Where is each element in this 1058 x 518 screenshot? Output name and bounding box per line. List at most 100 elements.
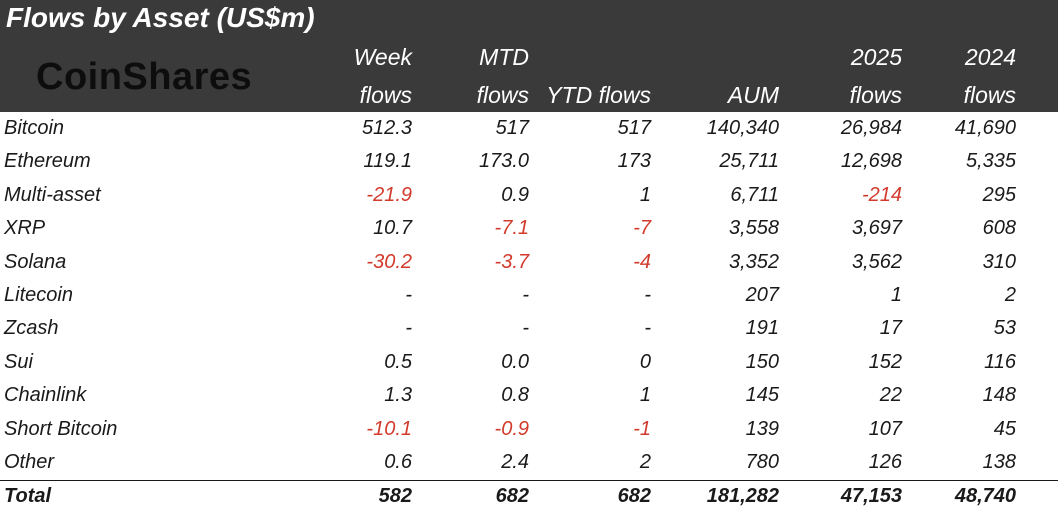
2025-flows-cell: 126 — [868, 451, 902, 473]
2025-flows-cell: 3,562 — [851, 250, 902, 273]
week-flows-cell: - — [405, 317, 412, 340]
header-week-line2: flows — [359, 82, 412, 108]
table-row: Litecoin - - - 207 1 2 — [0, 279, 1058, 312]
total-mtd-flows: 682 — [495, 485, 529, 507]
2025-flows-cell: 107 — [868, 417, 902, 440]
asset-name: Ethereum — [4, 150, 91, 173]
ytd-flows-cell: 1 — [639, 384, 651, 407]
2024-flows-cell: 295 — [982, 183, 1016, 206]
week-flows-cell: -30.2 — [366, 250, 412, 273]
total-divider — [0, 480, 1058, 481]
asset-name: Sui — [4, 350, 33, 373]
week-flows-cell: -10.1 — [366, 417, 412, 440]
mtd-flows-cell: 517 — [495, 117, 529, 139]
2024-flows-cell: 310 — [982, 250, 1016, 273]
ytd-flows-cell: - — [644, 284, 651, 306]
ytd-flows-cell: 517 — [617, 117, 651, 139]
2024-flows-cell: 2 — [1004, 284, 1016, 306]
ytd-flows-cell: -4 — [633, 250, 651, 273]
2025-flows-cell: 12,698 — [840, 150, 902, 173]
aum-cell: 145 — [745, 384, 779, 407]
aum-cell: 25,711 — [719, 150, 779, 173]
aum-cell: 3,558 — [728, 217, 779, 240]
2024-flows-cell: 116 — [984, 350, 1016, 373]
week-flows-cell: 10.7 — [373, 217, 412, 240]
ytd-flows-cell: 1 — [639, 183, 651, 206]
header-mtd-line1: MTD — [479, 44, 529, 70]
total-ytd-flows: 682 — [617, 485, 651, 507]
aum-cell: 140,340 — [706, 117, 779, 139]
header-aum-line2: AUM — [727, 82, 779, 108]
total-week-flows: 582 — [378, 485, 412, 507]
2025-flows-cell: 1 — [890, 284, 902, 306]
week-flows-cell: 512.3 — [361, 117, 412, 139]
header-mtd-line2: flows — [476, 82, 529, 108]
table-row: Ethereum 119.1 173.0 173 25,711 12,698 5,335 — [0, 145, 1058, 178]
2024-flows-cell: 41,690 — [954, 117, 1016, 139]
aum-cell: 150 — [745, 350, 779, 373]
week-flows-cell: 0.5 — [384, 350, 412, 373]
mtd-flows-cell: 0.9 — [501, 183, 529, 206]
aum-cell: 3,352 — [728, 250, 779, 273]
asset-name: Multi-asset — [4, 183, 101, 206]
header-2025-line1: 2025 — [850, 44, 902, 70]
week-flows-cell: 0.6 — [384, 451, 412, 473]
aum-cell: 6,711 — [730, 183, 779, 206]
mtd-flows-cell: 0.8 — [501, 384, 529, 407]
aum-cell: 191 — [745, 317, 779, 340]
asset-name: Zcash — [4, 317, 59, 340]
header-2024-line2: flows — [963, 82, 1016, 108]
table-header: Flows by Asset (US$m) CoinShares Week fl… — [0, 0, 1058, 112]
header-2025-line2: flows — [849, 82, 902, 108]
ytd-flows-cell: 173 — [617, 150, 651, 173]
2025-flows-cell: 22 — [879, 384, 902, 407]
2025-flows-cell: 152 — [868, 350, 902, 373]
asset-name: Litecoin — [4, 284, 73, 306]
table-row: Bitcoin 512.3 517 517 140,340 26,984 41,690 — [0, 112, 1058, 145]
asset-name: Bitcoin — [4, 117, 65, 139]
total-label: Total — [4, 485, 52, 507]
table-row: Short Bitcoin -10.1 -0.9 -1 139 107 45 — [0, 413, 1058, 446]
table-row: Other 0.6 2.4 2 780 126 138 — [0, 446, 1058, 479]
table-row: Sui 0.5 0.0 0 150 152 116 — [0, 346, 1058, 379]
ytd-flows-cell: 2 — [639, 451, 651, 473]
2025-flows-cell: 3,697 — [851, 217, 902, 240]
2025-flows-cell: -214 — [861, 183, 902, 206]
2024-flows-cell: 45 — [993, 417, 1016, 440]
2024-flows-cell: 53 — [993, 317, 1016, 340]
header-2024-line1: 2024 — [964, 44, 1016, 70]
2025-flows-cell: 17 — [879, 317, 902, 340]
total-2025-flows: 47,153 — [840, 485, 902, 507]
mtd-flows-cell: 0.0 — [501, 350, 529, 373]
week-flows-cell: 1.3 — [384, 384, 412, 407]
2024-flows-cell: 148 — [982, 384, 1016, 407]
table-row: Multi-asset -21.9 0.9 1 6,711 -214 295 — [0, 179, 1058, 212]
asset-name: Other — [4, 451, 55, 473]
header-week-line1: Week — [353, 44, 412, 70]
ytd-flows-cell: -7 — [633, 217, 651, 240]
table-row: Zcash - - - 191 17 53 — [0, 312, 1058, 345]
total-2024-flows: 48,740 — [954, 485, 1016, 507]
mtd-flows-cell: -3.7 — [494, 250, 529, 273]
week-flows-cell: 119.1 — [363, 150, 412, 173]
week-flows-cell: -21.9 — [366, 183, 412, 206]
mtd-flows-cell: -0.9 — [494, 417, 529, 440]
coinshares-logo: CoinShares — [36, 56, 253, 98]
asset-name: XRP — [4, 217, 46, 240]
asset-name: Chainlink — [4, 384, 87, 407]
table-row: Solana -30.2 -3.7 -4 3,352 3,562 310 — [0, 246, 1058, 279]
mtd-flows-cell: - — [522, 284, 529, 306]
2025-flows-cell: 26,984 — [840, 117, 902, 139]
mtd-flows-cell: 173.0 — [478, 150, 529, 173]
ytd-flows-cell: -1 — [633, 417, 651, 440]
total-aum: 181,282 — [706, 485, 779, 507]
asset-name: Solana — [4, 250, 67, 273]
2024-flows-cell: 5,335 — [965, 150, 1016, 173]
ytd-flows-cell: 0 — [639, 350, 651, 373]
aum-cell: 207 — [745, 284, 779, 306]
asset-name: Short Bitcoin — [4, 417, 118, 440]
table-row: Chainlink 1.3 0.8 1 145 22 148 — [0, 379, 1058, 412]
2024-flows-cell: 138 — [982, 451, 1016, 473]
2024-flows-cell: 608 — [982, 217, 1016, 240]
